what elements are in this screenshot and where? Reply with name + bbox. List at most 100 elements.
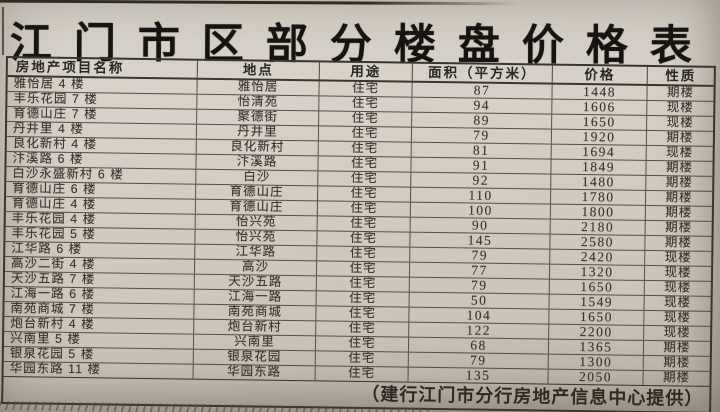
status-cell: 期楼 — [665, 175, 693, 190]
project-name-cell: 丰乐花园 7 楼 — [7, 92, 198, 109]
location-cell: 南苑商城 — [194, 304, 317, 321]
location-cell: 汴溪路 — [196, 154, 319, 171]
status-cell: 现楼 — [666, 100, 694, 115]
location-cell: 华园东路 — [193, 364, 316, 381]
column-header-area: 面积（平方米） — [412, 63, 553, 83]
column-header-project-name: 房地产项目名称 — [7, 58, 198, 78]
location-cell: 怡兴苑 — [195, 229, 318, 246]
location-cell: 良化新村 — [196, 139, 319, 156]
location-cell: 育德山庄 — [195, 199, 319, 216]
column-header-status: 性质 — [665, 68, 697, 84]
project-name-cell: 汴溪路 6 楼 — [6, 152, 197, 169]
project-name-cell: 兴南里 5 楼 — [3, 332, 195, 349]
location-cell: 怡清苑 — [197, 94, 320, 111]
column-header-use: 用途 — [319, 62, 413, 81]
column-header-price: 价格 — [552, 65, 648, 84]
area-cell: 79 — [408, 352, 549, 369]
use-cell: 住宅 — [317, 246, 411, 262]
table-body: 雅怡居 4 楼 雅怡居 住宅 87 1448 期楼 丰乐花园 7 楼 怡清苑 住… — [3, 77, 714, 387]
area-cell: 122 — [409, 322, 550, 339]
use-cell: 住宅 — [316, 291, 410, 307]
area-cell: 104 — [409, 307, 550, 324]
status-cell: 期楼 — [662, 370, 691, 385]
area-cell: 81 — [411, 142, 552, 159]
use-cell: 住宅 — [316, 306, 410, 322]
price-table: 房地产项目名称 地点 用途 面积（平方米） 价格 性质 雅怡居 4 楼 雅怡居 … — [1, 56, 716, 412]
status-cell: 期楼 — [665, 160, 694, 175]
location-cell: 育德山庄 — [196, 184, 319, 201]
project-name-cell: 雅怡居 4 楼 — [7, 77, 198, 94]
use-cell: 住宅 — [318, 156, 412, 172]
project-name-cell: 银泉花园 5 楼 — [3, 346, 194, 364]
status-cell: 现楼 — [666, 145, 694, 160]
area-cell: 94 — [412, 97, 553, 114]
project-name-cell: 育德山庄 7 楼 — [7, 107, 198, 124]
status-cell: 期楼 — [663, 355, 691, 370]
area-cell: 110 — [411, 187, 552, 204]
area-cell: 79 — [410, 247, 551, 264]
project-name-cell: 白沙永盛新村 6 楼 — [6, 167, 197, 184]
area-cell: 68 — [408, 337, 550, 354]
area-cell: 89 — [412, 112, 553, 129]
price-cell: 1650 — [552, 114, 648, 130]
price-cell: 1480 — [551, 174, 647, 190]
price-cell: 2580 — [550, 234, 646, 250]
area-cell: 79 — [409, 277, 550, 294]
project-name-cell: 育德山庄 4 楼 — [5, 197, 197, 214]
project-name-cell: 良化新村 4 楼 — [6, 137, 197, 154]
location-cell: 江华路 — [195, 244, 318, 261]
status-cell: 现楼 — [664, 280, 692, 295]
status-cell: 期楼 — [665, 190, 693, 205]
use-cell: 住宅 — [317, 216, 411, 232]
use-cell: 住宅 — [318, 126, 413, 142]
use-cell: 住宅 — [318, 141, 412, 157]
price-cell: 1320 — [549, 264, 646, 280]
location-cell: 聚德街 — [197, 109, 320, 126]
project-name-cell: 丰乐花园 5 楼 — [5, 227, 196, 244]
project-name-cell: 炮台新村 4 楼 — [4, 317, 195, 334]
price-cell: 1448 — [552, 84, 648, 100]
status-cell: 现楼 — [666, 115, 694, 130]
status-cell: 期楼 — [665, 205, 693, 220]
use-cell: 住宅 — [315, 366, 409, 382]
top-rule-line — [0, 0, 521, 6]
use-cell: 住宅 — [319, 96, 413, 112]
project-name-cell: 丹井里 4 楼 — [6, 122, 198, 139]
status-cell: 期楼 — [663, 340, 691, 355]
price-cell: 1365 — [548, 339, 645, 355]
area-cell: 90 — [410, 217, 551, 234]
status-cell: 期楼 — [665, 220, 693, 235]
area-cell: 92 — [411, 172, 552, 189]
project-name-cell: 南苑商城 7 楼 — [4, 302, 195, 319]
use-cell: 住宅 — [316, 261, 411, 277]
price-cell: 2050 — [548, 369, 644, 385]
status-cell: 现楼 — [663, 310, 692, 325]
price-cell: 2200 — [549, 324, 645, 340]
left-edge-mark — [2, 7, 4, 55]
price-cell: 1849 — [551, 159, 647, 175]
location-cell: 怡兴苑 — [195, 214, 318, 231]
price-cell: 2180 — [550, 219, 646, 235]
use-cell: 住宅 — [318, 186, 412, 202]
area-cell: 100 — [410, 202, 551, 219]
use-cell: 住宅 — [318, 171, 412, 187]
use-cell: 住宅 — [319, 81, 413, 97]
use-cell: 住宅 — [316, 321, 410, 337]
location-cell: 江海一路 — [194, 289, 317, 306]
location-cell: 雅怡居 — [197, 79, 320, 96]
status-cell: 期楼 — [666, 130, 694, 145]
price-cell: 1694 — [551, 144, 647, 160]
location-cell: 高沙 — [194, 259, 318, 276]
status-cell: 现楼 — [664, 250, 692, 265]
location-cell: 炮台新村 — [194, 319, 317, 336]
price-cell: 1606 — [552, 99, 648, 115]
location-cell: 丹井里 — [196, 124, 320, 141]
price-cell: 2420 — [550, 249, 646, 265]
location-cell: 银泉花园 — [193, 349, 316, 366]
use-cell: 住宅 — [315, 351, 409, 367]
location-cell: 兴南里 — [193, 334, 317, 351]
use-cell: 住宅 — [317, 231, 411, 247]
project-name-cell: 江海一路 6 楼 — [4, 287, 195, 304]
area-cell: 145 — [410, 232, 551, 249]
